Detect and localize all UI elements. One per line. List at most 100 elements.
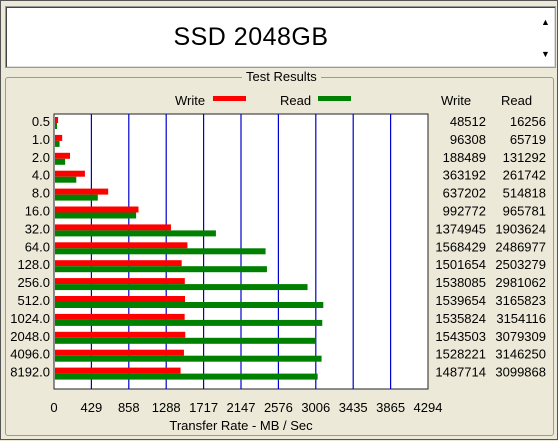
block-size-label: 512.0 — [17, 293, 50, 308]
write-bar — [55, 224, 171, 231]
read-bar — [55, 266, 267, 273]
write-value: 48512 — [450, 114, 486, 129]
write-value: 1374945 — [435, 221, 486, 236]
read-value: 1903624 — [495, 221, 546, 236]
read-value: 3154116 — [496, 311, 546, 326]
write-value: 637202 — [443, 186, 486, 201]
write-bar — [55, 242, 188, 249]
write-bar — [55, 296, 185, 302]
read-bar — [55, 212, 137, 219]
write-bar — [55, 313, 185, 320]
test-results-group: Test Results — [5, 69, 554, 436]
read-bar — [55, 123, 57, 129]
block-size-label: 1024.0 — [10, 311, 50, 326]
x-tick-label: 1717 — [189, 400, 218, 415]
x-tick-label: 3006 — [301, 400, 330, 415]
read-value: 65719 — [510, 132, 546, 147]
block-size-label: 4.0 — [32, 168, 50, 183]
block-size-label: 0.5 — [32, 114, 50, 129]
read-value: 131292 — [503, 150, 546, 165]
write-bar — [55, 278, 185, 285]
read-value: 2486977 — [495, 239, 546, 254]
drive-spinner[interactable]: ▲ ▼ — [541, 18, 551, 60]
column-header-read: Read — [501, 93, 533, 108]
read-value: 3146250 — [495, 347, 546, 362]
block-size-label: 128.0 — [17, 257, 50, 272]
block-size-label: 2048.0 — [10, 329, 50, 344]
write-value: 1501654 — [435, 257, 486, 272]
read-value: 261742 — [503, 168, 546, 183]
x-tick-label: 858 — [118, 400, 140, 415]
read-value: 965781 — [503, 204, 546, 219]
read-value: 2981062 — [495, 275, 546, 290]
write-bar — [55, 367, 181, 374]
read-value: 16256 — [510, 114, 546, 129]
write-bar — [55, 117, 59, 123]
block-size-label: 256.0 — [17, 275, 50, 290]
write-bar — [55, 188, 109, 195]
legend-read-swatch — [318, 96, 351, 101]
group-title: Test Results — [242, 69, 321, 84]
read-bar — [55, 284, 308, 291]
block-size-label: 1.0 — [32, 132, 50, 147]
x-tick-label: 1288 — [152, 400, 181, 415]
drive-title: SSD 2048GB — [173, 23, 329, 51]
write-value: 96308 — [450, 132, 486, 147]
write-value: 1528221 — [435, 347, 486, 362]
read-value: 3079309 — [495, 329, 546, 344]
write-bar — [55, 349, 184, 356]
read-bar — [55, 176, 77, 183]
read-bar — [55, 373, 318, 380]
read-value: 3165823 — [495, 293, 546, 308]
read-bar — [55, 319, 323, 326]
write-value: 1543503 — [435, 329, 486, 344]
legend-read-label: Read — [280, 93, 312, 108]
write-value: 1539654 — [435, 293, 486, 308]
read-value: 2503279 — [495, 257, 546, 272]
x-tick-label: 2147 — [227, 400, 256, 415]
write-bar — [55, 206, 139, 213]
block-size-label: 64.0 — [25, 239, 50, 254]
x-tick-label: 3865 — [376, 400, 405, 415]
read-value: 514818 — [503, 186, 546, 201]
x-tick-label: 0 — [50, 400, 57, 415]
write-value: 363192 — [443, 168, 486, 183]
x-tick-label: 4294 — [414, 400, 443, 415]
read-bar — [55, 355, 322, 362]
read-bar — [55, 158, 66, 165]
read-bar — [55, 140, 60, 147]
read-bar — [55, 248, 266, 255]
legend-write-swatch — [213, 96, 246, 101]
write-value: 1535824 — [435, 311, 486, 326]
write-bar — [55, 170, 85, 177]
legend-write-label: Write — [175, 93, 206, 108]
read-bar — [55, 230, 216, 237]
write-bar — [55, 152, 71, 159]
read-bar — [55, 194, 98, 201]
x-tick-label: 3435 — [339, 400, 368, 415]
x-tick-label: 429 — [81, 400, 103, 415]
x-tick-label: 2576 — [264, 400, 293, 415]
write-bar — [55, 331, 186, 338]
write-value: 1487714 — [435, 365, 486, 380]
drive-selector[interactable]: SSD 2048GB ▲ ▼ — [5, 6, 556, 68]
write-value: 1538085 — [435, 275, 486, 290]
write-value: 188489 — [443, 150, 486, 165]
write-value: 992772 — [443, 204, 486, 219]
x-axis-label: Transfer Rate - MB / Sec — [169, 418, 313, 433]
read-value: 3099868 — [495, 365, 546, 380]
block-size-label: 8.0 — [32, 186, 50, 201]
read-bar — [55, 337, 316, 344]
write-bar — [55, 260, 182, 267]
block-size-label: 16.0 — [25, 204, 50, 219]
block-size-label: 4096.0 — [10, 347, 50, 362]
column-header-write: Write — [441, 93, 472, 108]
write-bar — [55, 134, 63, 141]
read-bar — [55, 302, 324, 308]
up-arrow-icon[interactable]: ▲ — [541, 17, 550, 27]
block-size-label: 8192.0 — [10, 365, 50, 380]
down-arrow-icon[interactable]: ▼ — [541, 49, 550, 59]
write-value: 1568429 — [435, 239, 486, 254]
